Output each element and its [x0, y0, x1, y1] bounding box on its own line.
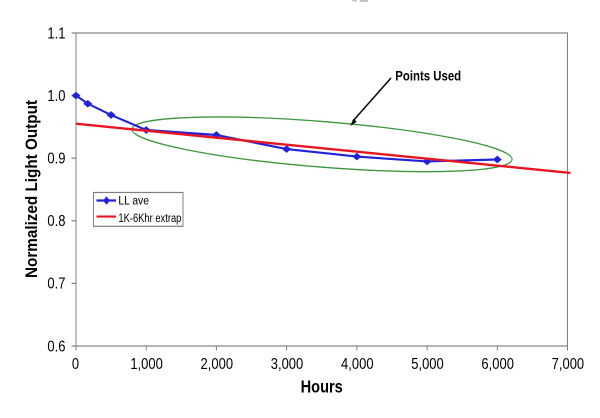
svg-text:0: 0 [72, 356, 79, 373]
svg-text:0.8: 0.8 [47, 213, 65, 230]
svg-text:0.6: 0.6 [47, 338, 65, 355]
svg-text:4,000: 4,000 [341, 356, 374, 373]
svg-text:Points Used: Points Used [395, 68, 461, 83]
svg-text:1K-6Khr extrap: 1K-6Khr extrap [118, 212, 181, 225]
svg-text:6,000: 6,000 [481, 356, 514, 373]
svg-text:1.0: 1.0 [47, 88, 65, 105]
svg-text:2,000: 2,000 [201, 356, 234, 373]
svg-text:LL ave: LL ave [118, 195, 149, 208]
svg-text:1.1: 1.1 [47, 25, 65, 42]
svg-text:7,000: 7,000 [552, 356, 585, 373]
svg-text:1,000: 1,000 [130, 356, 163, 373]
svg-text:3,000: 3,000 [271, 356, 304, 373]
svg-text:5,000: 5,000 [411, 356, 444, 373]
svg-text:0.7: 0.7 [47, 276, 65, 293]
svg-text:Normalized Light Output: Normalized Light Output [22, 100, 41, 278]
svg-text:Hours: Hours [301, 378, 343, 396]
svg-text:0.9: 0.9 [47, 150, 65, 167]
